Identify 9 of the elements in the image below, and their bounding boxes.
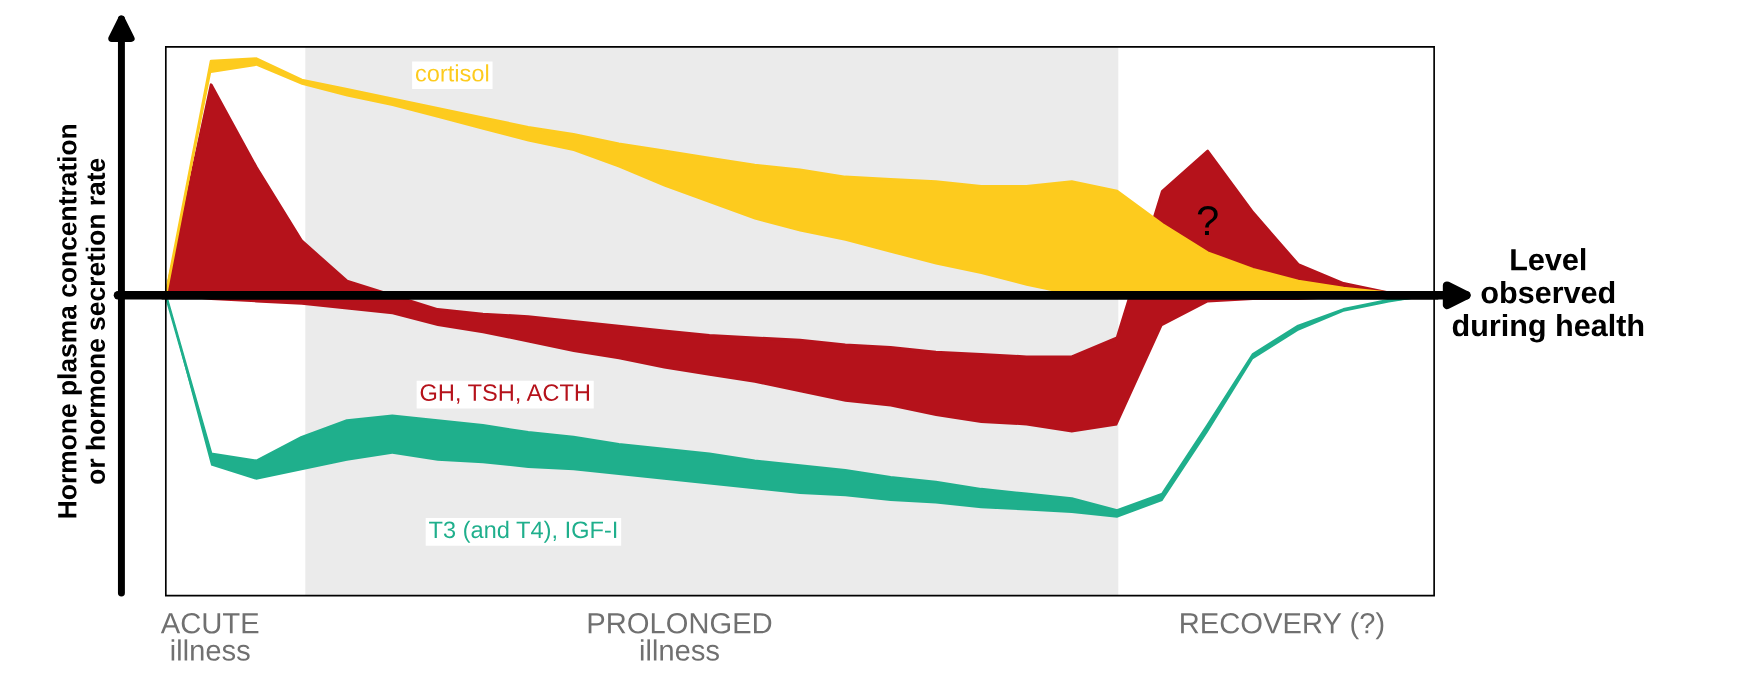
text: T3 (and T4), IGF-I xyxy=(429,520,617,543)
series-label: cortisol xyxy=(415,64,489,82)
text: PROLONGED illness xyxy=(588,612,772,661)
y-axis-title: Hormone plasma concentration or hormone secretion rate xyxy=(57,124,106,518)
text: ACUTE illness xyxy=(160,612,259,661)
text: RECOVERY (?) xyxy=(1181,612,1384,640)
text: Level observed during health xyxy=(1452,248,1644,343)
text: GH, TSH, ACTH xyxy=(420,384,589,404)
annotation: ? xyxy=(1197,205,1218,236)
